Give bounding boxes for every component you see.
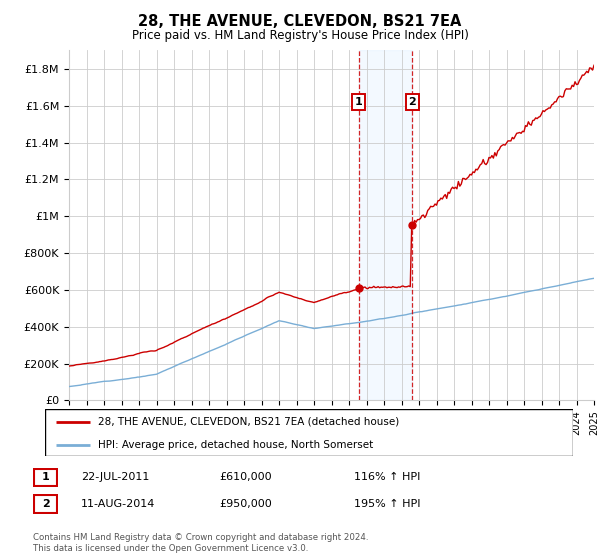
Text: 116% ↑ HPI: 116% ↑ HPI [354,472,421,482]
Text: 11-AUG-2014: 11-AUG-2014 [81,499,155,509]
Text: £950,000: £950,000 [219,499,272,509]
Text: 28, THE AVENUE, CLEVEDON, BS21 7EA (detached house): 28, THE AVENUE, CLEVEDON, BS21 7EA (deta… [98,417,399,427]
Bar [359,50,412,400]
Text: 2: 2 [42,499,49,509]
Text: Price paid vs. HM Land Registry's House Price Index (HPI): Price paid vs. HM Land Registry's House … [131,29,469,42]
FancyBboxPatch shape [34,469,57,486]
Text: Contains HM Land Registry data © Crown copyright and database right 2024.
This d: Contains HM Land Registry data © Crown c… [33,533,368,553]
Text: 1: 1 [355,97,362,107]
Text: 22-JUL-2011: 22-JUL-2011 [81,472,149,482]
Text: HPI: Average price, detached house, North Somerset: HPI: Average price, detached house, Nort… [98,440,373,450]
Text: £610,000: £610,000 [219,472,272,482]
Text: 28, THE AVENUE, CLEVEDON, BS21 7EA: 28, THE AVENUE, CLEVEDON, BS21 7EA [139,14,461,29]
FancyBboxPatch shape [34,496,57,512]
Text: 2: 2 [409,97,416,107]
Text: 1: 1 [42,472,49,482]
Text: 195% ↑ HPI: 195% ↑ HPI [354,499,421,509]
